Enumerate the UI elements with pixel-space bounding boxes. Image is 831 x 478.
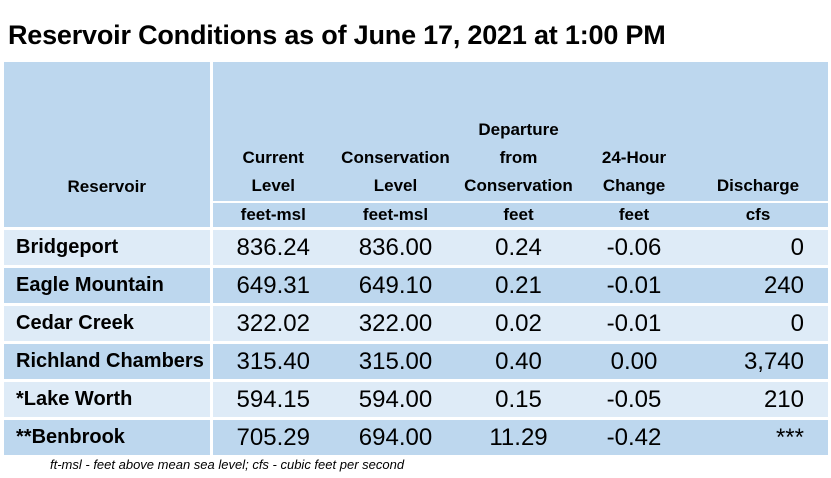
unit-current-level: feet-msl <box>211 201 334 229</box>
discharge-cell: 240 <box>688 265 828 305</box>
change-cell: -0.42 <box>580 417 688 455</box>
unit-departure: feet <box>457 201 580 229</box>
page-title: Reservoir Conditions as of June 17, 2021… <box>8 20 666 50</box>
table-row: Cedar Creek 322.02 322.00 0.02 -0.01 0 <box>4 303 828 343</box>
current-level-cell: 649.31 <box>211 265 334 305</box>
discharge-cell: 0 <box>688 227 828 267</box>
header-departure-line-3: Conservation <box>464 176 573 195</box>
table-units-row: feet-msl feet-msl feet feet cfs <box>4 201 828 229</box>
reservoir-name-cell: Bridgeport <box>4 227 213 267</box>
conservation-level-cell: 694.00 <box>334 417 457 455</box>
reservoir-name-cell: Eagle Mountain <box>4 265 213 305</box>
header-conservation-line-1: Conservation <box>341 148 450 167</box>
change-cell: -0.01 <box>580 265 688 305</box>
conservation-level-cell: 315.00 <box>334 341 457 381</box>
reservoir-name-cell: *Lake Worth <box>4 379 213 419</box>
conservation-level-cell: 649.10 <box>334 265 457 305</box>
conservation-level-cell: 322.00 <box>334 303 457 343</box>
reservoir-table: Reservoir Current Level Conservation Lev… <box>4 62 828 455</box>
current-level-cell: 594.15 <box>211 379 334 419</box>
table-body: Bridgeport 836.24 836.00 0.24 -0.06 0 Eagle Mo… <box>4 227 828 455</box>
header-change-line-1: 24-Hour <box>601 148 667 167</box>
change-cell: -0.05 <box>580 379 688 419</box>
reservoir-name-cell: Richland Chambers <box>4 341 213 381</box>
table-row: Richland Chambers 315.40 315.00 0.40 0.00 3,7… <box>4 341 828 381</box>
conservation-level-cell: 594.00 <box>334 379 457 419</box>
change-cell: -0.01 <box>580 303 688 343</box>
header-departure: Departure from Conservation <box>457 62 580 202</box>
header-discharge-line-1: Discharge <box>716 176 800 195</box>
departure-cell: 0.02 <box>457 303 580 343</box>
current-level-cell: 315.40 <box>211 341 334 381</box>
discharge-cell: *** <box>688 417 828 455</box>
header-discharge: Discharge <box>688 62 828 202</box>
change-cell: -0.06 <box>580 227 688 267</box>
unit-conservation-level: feet-msl <box>334 201 457 229</box>
header-departure-line-2: from <box>499 148 538 167</box>
unit-discharge: cfs <box>688 201 828 229</box>
header-conservation-level: Conservation Level <box>334 62 457 202</box>
departure-cell: 0.24 <box>457 227 580 267</box>
header-current-line-1: Current <box>242 148 304 167</box>
conservation-level-cell: 836.00 <box>334 227 457 267</box>
table-row: Eagle Mountain 649.31 649.10 0.21 -0.01 240 <box>4 265 828 305</box>
table-row: Bridgeport 836.24 836.00 0.24 -0.06 0 <box>4 227 828 267</box>
departure-cell: 0.21 <box>457 265 580 305</box>
header-change: 24-Hour Change <box>580 62 688 202</box>
table-row: **Benbrook 705.29 694.00 11.29 -0.42 *** <box>4 417 828 455</box>
header-reservoir: Reservoir <box>4 62 213 202</box>
header-conservation-line-2: Level <box>373 176 418 195</box>
table-row: *Lake Worth 594.15 594.00 0.15 -0.05 210 <box>4 379 828 419</box>
header-change-line-2: Change <box>602 176 666 195</box>
table-header-row: Reservoir Current Level Conservation Lev… <box>4 62 828 202</box>
departure-cell: 0.15 <box>457 379 580 419</box>
units-spacer <box>4 202 213 229</box>
header-current-level: Current Level <box>211 62 334 202</box>
reservoir-name-cell: Cedar Creek <box>4 303 213 343</box>
current-level-cell: 705.29 <box>211 417 334 455</box>
unit-change: feet <box>580 201 688 229</box>
reservoir-name-cell: **Benbrook <box>4 417 213 455</box>
departure-cell: 11.29 <box>457 417 580 455</box>
footnote: ft-msl - feet above mean sea level; cfs … <box>50 457 405 472</box>
current-level-cell: 836.24 <box>211 227 334 267</box>
discharge-cell: 210 <box>688 379 828 419</box>
header-current-line-2: Level <box>251 176 295 195</box>
discharge-cell: 0 <box>688 303 828 343</box>
current-level-cell: 322.02 <box>211 303 334 343</box>
discharge-cell: 3,740 <box>688 341 828 381</box>
change-cell: 0.00 <box>580 341 688 381</box>
departure-cell: 0.40 <box>457 341 580 381</box>
header-departure-line-1: Departure <box>478 120 559 139</box>
